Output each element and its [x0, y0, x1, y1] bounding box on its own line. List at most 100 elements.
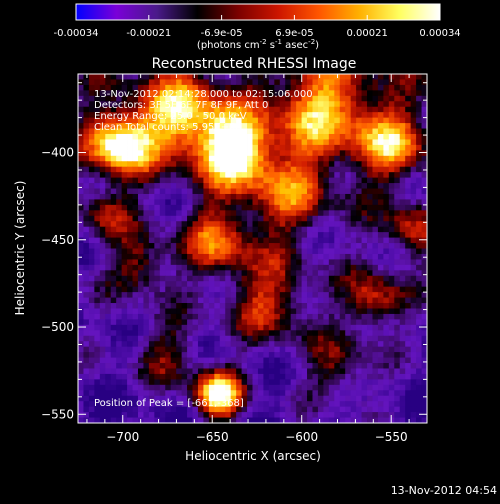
heatmap-cell: [181, 248, 188, 255]
heatmap-cell: [132, 390, 139, 397]
heatmap-cell: [214, 335, 221, 342]
heatmap-cell: [339, 390, 346, 397]
heatmap-cell: [268, 341, 275, 348]
heatmap-cell: [176, 335, 183, 342]
heatmap-cell: [214, 297, 221, 304]
heatmap-cell: [154, 79, 161, 86]
heatmap-cell: [154, 297, 161, 304]
heatmap-cell: [176, 188, 183, 195]
heatmap-cell: [263, 79, 270, 86]
heatmap-cell: [323, 95, 330, 102]
heatmap-cell: [383, 406, 390, 413]
heatmap-cell: [372, 270, 379, 277]
heatmap-cell: [99, 226, 106, 233]
heatmap-cell: [383, 215, 390, 222]
heatmap-cell: [137, 373, 144, 380]
heatmap-cell: [410, 232, 417, 238]
heatmap-cell: [263, 172, 270, 179]
heatmap-cell: [263, 117, 270, 124]
heatmap-cell: [307, 297, 313, 304]
heatmap-cell: [328, 303, 335, 309]
heatmap-cell: [334, 275, 341, 282]
heatmap-cell: [83, 193, 90, 200]
heatmap-cell: [94, 112, 101, 119]
heatmap-cell: [241, 79, 248, 86]
heatmap-cell: [208, 139, 215, 146]
heatmap-cell: [285, 123, 292, 129]
heatmap-cell: [192, 341, 199, 348]
heatmap-cell: [143, 379, 150, 386]
heatmap-cell: [241, 248, 248, 255]
heatmap-cell: [137, 390, 144, 397]
heatmap-cell: [159, 335, 166, 342]
heatmap-cell: [268, 237, 275, 244]
heatmap-cell: [192, 395, 199, 402]
heatmap-cell: [290, 270, 297, 277]
heatmap-cell: [350, 79, 357, 86]
heatmap-cell: [208, 112, 215, 119]
heatmap-cell: [383, 395, 390, 402]
heatmap-cell: [230, 139, 237, 146]
heatmap-cell: [236, 215, 242, 222]
heatmap-cell: [127, 90, 133, 97]
heatmap-cell: [225, 74, 232, 80]
heatmap-cell: [154, 106, 161, 113]
heatmap-cell: [78, 357, 84, 364]
heatmap-cell: [410, 210, 417, 217]
heatmap-cell: [192, 112, 199, 119]
heatmap-cell: [110, 215, 117, 222]
heatmap-cell: [377, 292, 384, 298]
heatmap-cell: [78, 161, 84, 168]
heatmap-cell: [137, 286, 144, 293]
heatmap-cell: [159, 193, 166, 200]
heatmap-cell: [290, 117, 297, 124]
heatmap-cell: [143, 395, 150, 402]
heatmap-cell: [132, 264, 139, 271]
heatmap-cell: [399, 379, 406, 386]
heatmap-cell: [377, 101, 384, 108]
heatmap-cell: [268, 417, 275, 423]
heatmap-cell: [323, 324, 330, 331]
heatmap-cell: [88, 166, 95, 173]
heatmap-cell: [416, 161, 422, 168]
heatmap-cell: [78, 133, 84, 140]
heatmap-cell: [110, 128, 117, 135]
heatmap-cell: [285, 286, 292, 293]
heatmap-cell: [105, 330, 112, 337]
heatmap-cell: [388, 292, 395, 298]
heatmap-cell: [307, 253, 313, 260]
heatmap-cell: [192, 155, 199, 162]
heatmap-cell: [296, 357, 302, 364]
heatmap-cell: [127, 412, 133, 418]
heatmap-cell: [388, 286, 395, 293]
heatmap-cell: [230, 412, 237, 418]
heatmap-cell: [219, 292, 226, 298]
heatmap-cell: [421, 215, 427, 222]
heatmap-cell: [339, 172, 346, 179]
heatmap-cell: [236, 166, 242, 173]
heatmap-cell: [83, 330, 90, 337]
heatmap-cell: [241, 232, 248, 238]
heatmap-cell: [132, 384, 139, 391]
heatmap-cell: [285, 352, 292, 358]
heatmap-cell: [367, 90, 373, 97]
heatmap-cell: [121, 193, 128, 200]
heatmap-cell: [230, 259, 237, 266]
heatmap-cell: [236, 308, 242, 315]
heatmap-cell: [301, 237, 308, 244]
heatmap-cell: [285, 384, 292, 391]
heatmap-cell: [394, 417, 401, 423]
heatmap-cell: [307, 117, 313, 124]
heatmap-cell: [405, 232, 412, 238]
heatmap-cell: [187, 232, 193, 238]
heatmap-cell: [127, 390, 133, 397]
heatmap-cell: [241, 133, 248, 140]
y-axis-label: Heliocentric Y (arcsec): [13, 181, 27, 316]
heatmap-cell: [165, 313, 172, 320]
heatmap-cell: [339, 324, 346, 331]
heatmap-cell: [312, 319, 319, 326]
heatmap-cell: [361, 128, 368, 135]
heatmap-cell: [197, 303, 204, 309]
heatmap-cell: [356, 259, 362, 266]
heatmap-cell: [252, 395, 259, 402]
